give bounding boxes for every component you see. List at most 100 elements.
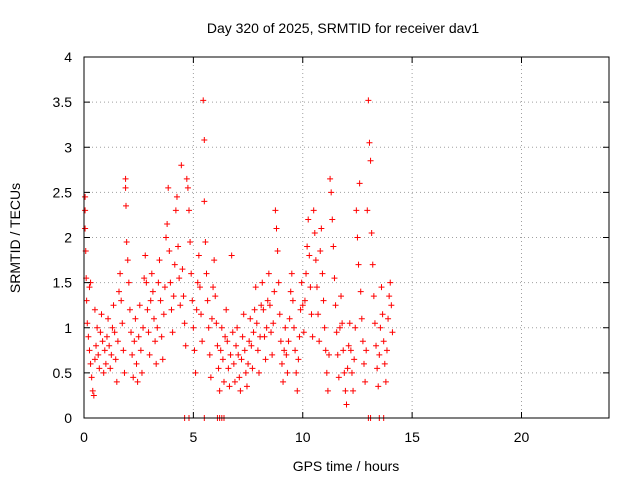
data-point [133,360,140,367]
data-point [236,374,243,381]
data-point [263,324,270,331]
data-point [350,387,357,394]
data-point [211,257,218,264]
data-point [243,383,250,390]
data-point [265,270,272,277]
data-point [254,347,261,354]
data-point [382,378,389,385]
data-point [176,275,183,282]
data-point [85,333,92,340]
data-point [301,297,308,304]
data-point [230,360,237,367]
data-point [134,378,141,385]
data-point [287,288,294,295]
data-point [156,257,163,264]
data-point [201,198,208,205]
data-point [151,315,157,322]
data-point [166,248,173,255]
data-point [109,324,116,331]
data-point [355,261,362,268]
data-point [389,329,396,336]
data-point [262,356,269,363]
data-point [180,293,187,300]
data-point [84,320,91,327]
data-point [159,356,166,363]
data-point [326,351,332,358]
data-point [261,333,268,340]
data-point [276,311,283,318]
data-point [250,329,257,336]
data-point [223,306,230,313]
data-point [188,270,195,277]
x-tick-label: 10 [295,429,311,445]
data-point [124,257,131,264]
data-point [195,252,202,259]
data-point [228,252,235,259]
data-point [227,351,234,358]
data-point [344,365,351,372]
data-point [182,342,189,349]
data-point [300,329,307,336]
chart-title: Day 320 of 2025, SRMTID for receiver dav… [207,20,480,36]
data-point [177,302,184,309]
data-point [346,320,353,327]
data-point [371,320,378,327]
data-point [359,338,366,345]
data-point [339,320,346,327]
data-point [206,351,213,358]
y-tick-label: 1 [64,320,72,336]
data-point [324,387,331,394]
data-point [82,225,89,232]
data-point [366,139,373,146]
data-point [329,216,336,223]
data-point [278,360,285,367]
data-point [118,297,125,304]
data-point [272,207,279,214]
data-point [93,342,100,349]
data-point [94,324,101,331]
data-point [385,315,392,322]
data-point [169,329,176,336]
plot-border [83,56,610,419]
data-point [170,293,177,300]
data-point [268,329,275,336]
data-point [368,229,375,236]
data-point [249,365,256,372]
data-point [292,347,299,354]
data-point [320,297,327,304]
data-point [219,356,226,363]
data-point [82,193,89,200]
data-point [116,288,122,295]
data-point [233,342,240,349]
data-point [252,284,259,291]
data-point [108,351,115,358]
data-point [218,324,225,331]
data-point [137,347,144,354]
data-point [303,270,310,277]
data-point [363,347,370,354]
data-point [256,369,262,376]
x-tick-label: 5 [189,429,197,445]
data-point [105,315,112,322]
x-tick-label: 0 [80,429,88,445]
data-point [336,324,343,331]
data-point [247,315,254,322]
data-point [321,324,328,331]
data-point [183,175,190,182]
data-point [202,239,209,246]
data-point [196,284,203,291]
data-point [296,333,303,340]
data-point [347,347,354,354]
data-point [168,306,175,313]
data-point [316,338,323,345]
data-point [97,329,104,336]
data-point [222,333,229,340]
data-point [248,342,255,349]
data-point [140,324,147,331]
data-point [378,284,385,291]
data-point [370,293,377,300]
data-point [128,329,135,336]
data-point [315,311,322,318]
data-point [82,207,89,214]
